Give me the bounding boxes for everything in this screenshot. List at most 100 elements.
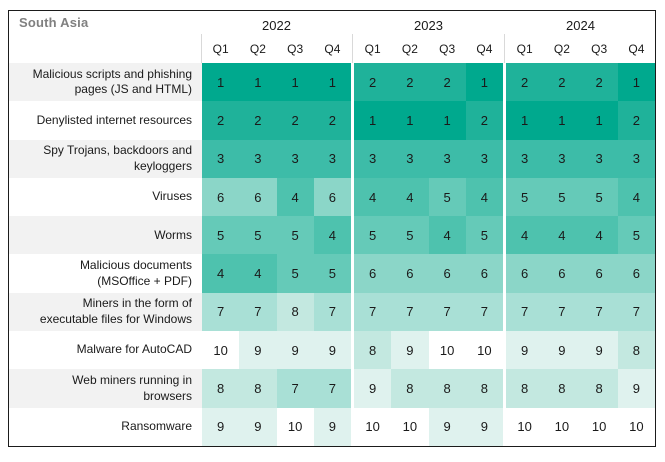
- heatmap-cell: 7: [617, 292, 655, 332]
- quarter-header: Q1: [212, 41, 229, 56]
- row-label: Malicious documents (MSOffice + PDF): [79, 258, 192, 288]
- heatmap-cell: 8: [239, 369, 277, 408]
- heatmap-cell: 7: [313, 292, 351, 332]
- heatmap-cell: 7: [543, 292, 581, 332]
- heatmap-cell: 9: [202, 407, 240, 446]
- heatmap-cell: 4: [543, 216, 581, 255]
- year-group-separator: [503, 331, 506, 370]
- quarter-header: Q1: [516, 41, 533, 56]
- heatmap-cell: 8: [465, 369, 503, 408]
- heatmap-cell: 4: [391, 177, 429, 217]
- heatmap-cell: 8: [428, 369, 466, 408]
- heatmap-cell: 4: [239, 254, 277, 293]
- year-group-separator: [351, 331, 354, 370]
- year-group-separator: [503, 216, 506, 255]
- heatmap-cell: 9: [313, 331, 351, 370]
- year-group-separator: [503, 34, 506, 63]
- heatmap-cell: 8: [580, 369, 618, 408]
- heatmap-cell: 3: [543, 139, 581, 178]
- heatmap-cell: 7: [580, 292, 618, 332]
- year-group-separator: [351, 369, 354, 408]
- year-group-separator: [351, 177, 354, 217]
- heatmap-cell: 4: [202, 254, 240, 293]
- heatmap-cell: 3: [239, 139, 277, 178]
- heatmap-cell: 4: [276, 177, 314, 217]
- heatmap-cell: 6: [617, 254, 655, 293]
- heatmap-cell: 8: [617, 331, 655, 370]
- heatmap-cell: 8: [391, 369, 429, 408]
- year-header-2024: 2024: [566, 18, 595, 33]
- heatmap-cell: 5: [239, 216, 277, 255]
- row-label: Web miners running in browsers: [9, 369, 202, 408]
- heatmap-cell: 3: [202, 139, 240, 178]
- heatmap-cell: 7: [465, 292, 503, 332]
- heatmap-cell: 10: [543, 407, 581, 446]
- heatmap-cell: 1: [580, 101, 618, 140]
- heatmap-cell: 2: [506, 63, 544, 102]
- heatmap-cell: 8: [543, 369, 581, 408]
- heatmap-cell: 3: [506, 139, 544, 178]
- heatmap-cell: 8: [506, 369, 544, 408]
- year-header-2023: 2023: [414, 18, 443, 33]
- heatmap-cell: 3: [276, 139, 314, 178]
- heatmap-cell: 10: [202, 331, 240, 370]
- year-group-separator: [503, 139, 506, 178]
- year-group-separator: [351, 34, 354, 63]
- row-label: Ransomware: [121, 419, 192, 434]
- quarter-header: Q1: [364, 41, 381, 56]
- heatmap-cell: 4: [354, 177, 392, 217]
- quarter-header: Q4: [628, 41, 645, 56]
- heatmap-cell: 10: [465, 331, 503, 370]
- region-label: South Asia: [19, 15, 89, 30]
- heatmap-cell: 1: [428, 101, 466, 140]
- row-label: Denylisted internet resources: [36, 112, 192, 127]
- quarter-header: Q2: [249, 41, 266, 56]
- quarter-header: Q3: [439, 41, 456, 56]
- year-group-separator: [351, 407, 354, 446]
- heatmap-cell: 9: [313, 407, 351, 446]
- quarter-header: Q4: [476, 41, 493, 56]
- heatmap-cell: 9: [506, 331, 544, 370]
- year-group-separator: [351, 11, 354, 34]
- heatmap-cell: 6: [543, 254, 581, 293]
- heatmap-cell: 2: [428, 63, 466, 102]
- quarter-header-spacer: [9, 34, 202, 63]
- row-label: Spy Trojans, backdoors and keyloggers: [9, 139, 202, 178]
- heatmap-cell: 1: [617, 63, 655, 102]
- year-group-separator: [351, 292, 354, 332]
- heatmap-cell: 2: [580, 63, 618, 102]
- heatmap-cell: 6: [391, 254, 429, 293]
- heatmap-cell: 7: [428, 292, 466, 332]
- heatmap-cell: 8: [354, 331, 392, 370]
- heatmap-cell: 5: [506, 177, 544, 217]
- heatmap-cell: 2: [391, 63, 429, 102]
- heatmap-cell: 1: [202, 63, 240, 102]
- heatmap-cell: 6: [465, 254, 503, 293]
- quarter-header: Q2: [401, 41, 418, 56]
- year-group-separator: [503, 292, 506, 332]
- heatmap-cell: 4: [580, 216, 618, 255]
- heatmap-cell: 10: [428, 331, 466, 370]
- heatmap-cell: 5: [580, 177, 618, 217]
- heatmap-cell: 1: [354, 101, 392, 140]
- heatmap-cell: 3: [313, 139, 351, 178]
- heatmap-cell: 4: [506, 216, 544, 255]
- heatmap-cell: 5: [276, 254, 314, 293]
- heatmap-cell: 2: [313, 101, 351, 140]
- heatmap-cell: 3: [617, 139, 655, 178]
- heatmap-cell: 7: [239, 292, 277, 332]
- year-group-separator: [503, 254, 506, 293]
- heatmap-cell: 9: [580, 331, 618, 370]
- heatmap-cell: 5: [202, 216, 240, 255]
- heatmap-cell: 1: [276, 63, 314, 102]
- heatmap-cell: 9: [239, 331, 277, 370]
- year-header-2022: 2022: [262, 18, 291, 33]
- heatmap-cell: 4: [313, 216, 351, 255]
- heatmap-cell: 5: [276, 216, 314, 255]
- heatmap-cell: 1: [543, 101, 581, 140]
- heatmap-cell: 1: [239, 63, 277, 102]
- heatmap-cell: 6: [202, 177, 240, 217]
- heatmap-cell: 6: [506, 254, 544, 293]
- heatmap-cell: 2: [543, 63, 581, 102]
